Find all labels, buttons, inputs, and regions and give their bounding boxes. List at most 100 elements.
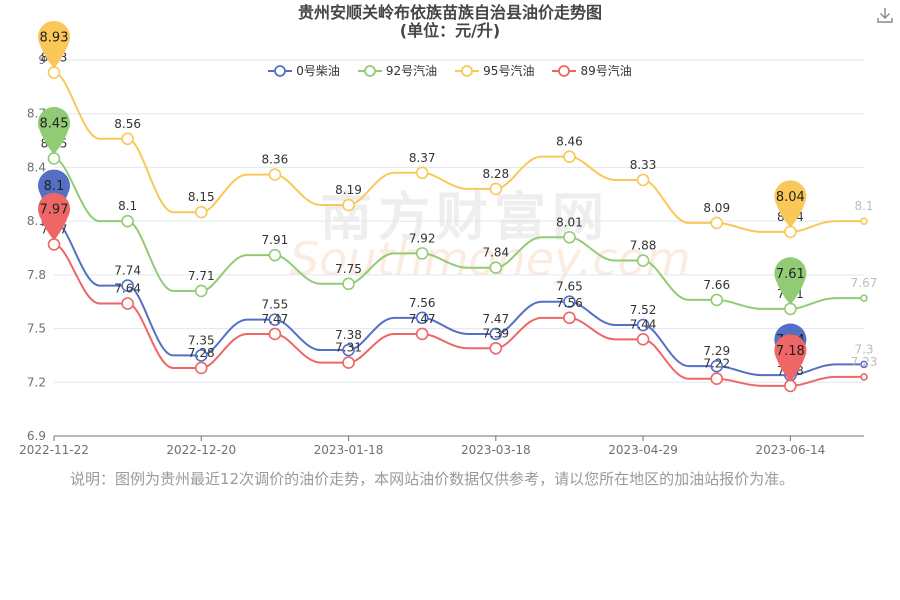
markpoint-pin-gas95 [37, 20, 70, 69]
data-point-gas92 [563, 230, 576, 244]
data-point-gas92 [342, 277, 355, 291]
chart-subtitle: (单位：元/升) [399, 21, 501, 40]
data-point-gas95 [710, 216, 724, 230]
x-tick-label: 2023-03-18 [461, 443, 531, 457]
y-tick-label: 7.8 [27, 268, 46, 282]
y-tick-label: 6.9 [27, 429, 46, 443]
data-label-diesel0: 7.55 [262, 298, 289, 312]
markpoint-pin-gas95 [774, 180, 807, 228]
data-label-gas95: 8.36 [262, 153, 289, 167]
data-label-gas92: 7.88 [630, 239, 657, 253]
data-point-gas95 [415, 166, 429, 180]
legend-swatch-gas92 [357, 64, 382, 77]
data-point-gas89 [489, 341, 503, 355]
data-label-gas95: 8.56 [114, 117, 141, 131]
data-label-gas92: 7.75 [335, 262, 362, 276]
data-point-gas92 [268, 248, 282, 262]
download-icon-glyph [877, 8, 893, 23]
data-point-gas89 [784, 379, 797, 393]
data-point-gas95 [342, 198, 355, 212]
data-label-gas92: 7.71 [188, 269, 215, 283]
data-label-diesel0: 7.65 [556, 280, 583, 294]
legend-item-diesel0[interactable]: 0号柴油 [268, 62, 340, 79]
data-point-gas92 [121, 214, 134, 228]
data-point-diesel0 [563, 295, 576, 309]
markpoint-label-gas89: 7.97 [40, 202, 69, 217]
data-label-gas89: 7.39 [482, 326, 509, 340]
data-point-gas95 [860, 217, 868, 225]
legend-label-gas92: 92号汽油 [385, 64, 438, 78]
data-label-diesel0: 7.35 [188, 333, 215, 347]
data-label-gas95: 8.33 [630, 158, 657, 172]
data-point-gas92 [47, 152, 61, 165]
data-label-diesel0: 7.74 [114, 264, 141, 278]
markpoint-label-gas92: 7.61 [776, 267, 805, 282]
data-label-gas89: 7.44 [630, 317, 657, 331]
data-label-gas92: 7.91 [262, 233, 289, 247]
markpoint-label-diesel0: 8.1 [44, 179, 65, 194]
data-point-diesel0 [342, 343, 355, 357]
data-label-gas95: 8.46 [556, 135, 583, 149]
data-label-diesel0: 7.38 [335, 328, 362, 342]
legend-label-gas89: 89号汽油 [580, 64, 632, 78]
legend-item-gas92[interactable]: 92号汽油 [357, 62, 438, 79]
data-point-diesel0 [415, 311, 429, 325]
legend-swatch-gas95 [455, 64, 480, 77]
legend-item-gas89[interactable]: 89号汽油 [552, 62, 632, 79]
data-point-gas89 [121, 297, 134, 310]
data-point-gas95 [784, 225, 797, 239]
data-label-gas95: 8.1 [854, 199, 873, 213]
data-label-diesel0: 7.47 [482, 312, 509, 326]
markpoint-label-gas95: 8.04 [776, 190, 805, 205]
legend-swatch-gas89 [552, 64, 577, 77]
markpoint-pin-gas89 [774, 334, 807, 382]
data-point-gas89 [860, 373, 868, 381]
data-point-gas95 [489, 182, 503, 196]
data-label-diesel0: 7.29 [703, 344, 730, 358]
data-point-gas92 [415, 247, 429, 260]
data-point-gas89 [194, 361, 208, 375]
data-point-diesel0 [489, 327, 503, 341]
legend-label-diesel0: 0号柴油 [296, 64, 340, 78]
data-point-gas92 [636, 254, 650, 267]
x-tick-label: 2023-06-14 [755, 443, 825, 457]
data-point-gas92 [194, 284, 208, 298]
data-point-gas89 [710, 372, 724, 386]
data-point-gas95 [563, 150, 576, 163]
data-label-gas95: 8.28 [482, 167, 509, 181]
data-point-diesel0 [636, 318, 650, 332]
data-label-gas92: 8.01 [556, 215, 583, 229]
chart-note: 说明：图例为贵州最近12次调价的油价走势，本网站油价数据仅供参考，请以您所在地区… [70, 470, 795, 488]
download-icon[interactable] [876, 6, 894, 24]
data-label-gas89: 7.64 [114, 282, 141, 296]
data-point-gas92 [489, 261, 503, 274]
data-point-gas92 [784, 302, 797, 316]
markpoint-pin-gas92 [37, 106, 70, 155]
x-tick-label: 2022-11-22 [19, 443, 89, 457]
chart-title: 贵州安顺关岭布依族苗族自治县油价走势图 [297, 3, 602, 22]
data-label-gas89: 7.23 [851, 355, 878, 369]
data-point-diesel0 [268, 313, 282, 326]
markpoint-label-gas95: 8.93 [40, 31, 69, 46]
data-point-diesel0 [710, 359, 724, 373]
series-line-gas92 [53, 157, 864, 310]
data-label-diesel0: 7.56 [409, 296, 436, 310]
y-tick-label: 9 [38, 53, 46, 67]
legend-swatch-diesel0 [268, 64, 293, 77]
data-point-gas95 [194, 205, 208, 219]
data-point-diesel0 [121, 279, 134, 292]
legend-item-gas95[interactable]: 95号汽油 [455, 62, 534, 79]
y-tick-label: 7.5 [27, 322, 46, 336]
data-label-gas92: 7.67 [851, 276, 878, 290]
legend: 0号柴油 92号汽油 95号汽油 89号汽油 [0, 62, 900, 79]
data-label-gas89: 7.56 [556, 296, 583, 310]
data-point-gas89 [268, 327, 282, 341]
data-label-gas92: 7.84 [482, 246, 509, 260]
data-label-gas89: 7.28 [188, 346, 215, 360]
x-tick-label: 2023-01-18 [314, 443, 384, 457]
legend-label-gas95: 95号汽油 [483, 64, 535, 78]
data-label-gas95: 8.37 [409, 151, 436, 165]
watermark-subtext: Southmoney.com [290, 232, 691, 286]
markpoint-label-gas92: 8.45 [40, 116, 69, 131]
